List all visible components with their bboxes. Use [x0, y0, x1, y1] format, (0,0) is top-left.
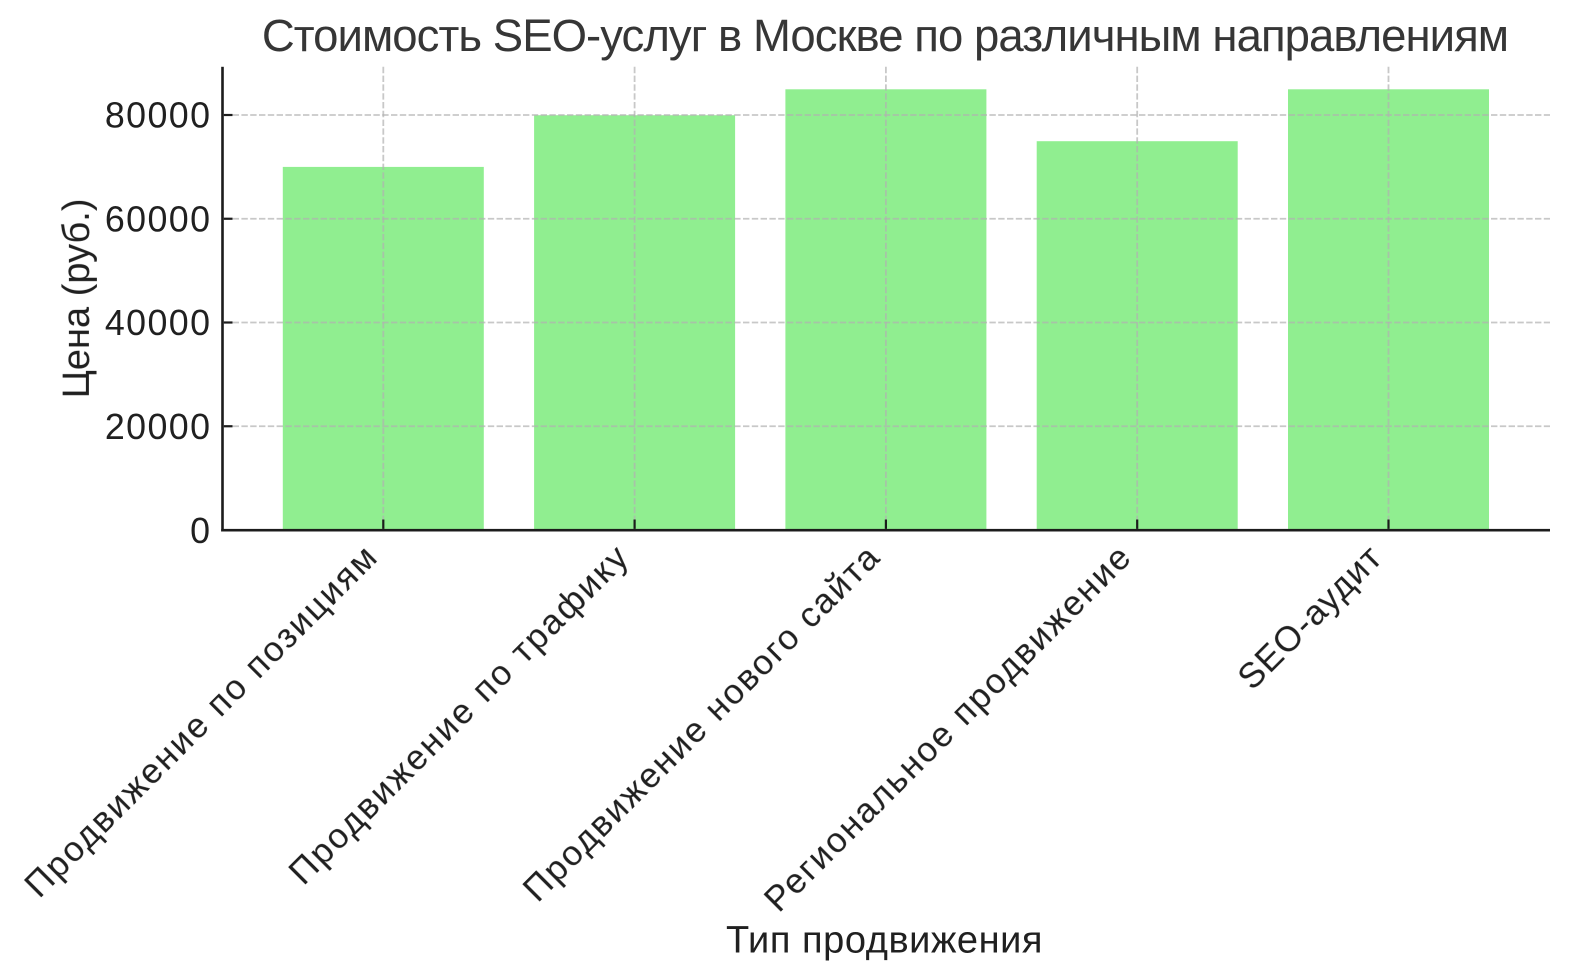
svg-text:Стоимость SEO-услуг в Москве п: Стоимость SEO-услуг в Москве по различны… — [262, 10, 1508, 61]
svg-text:SEO-аудит: SEO-аудит — [1230, 537, 1390, 697]
svg-text:0: 0 — [190, 511, 211, 551]
svg-text:80000: 80000 — [105, 96, 212, 136]
svg-text:Тип продвижения: Тип продвижения — [726, 919, 1043, 961]
svg-text:Цена (руб.): Цена (руб.) — [56, 199, 98, 399]
svg-text:20000: 20000 — [105, 407, 212, 447]
svg-text:40000: 40000 — [105, 303, 212, 343]
svg-text:60000: 60000 — [105, 199, 212, 239]
